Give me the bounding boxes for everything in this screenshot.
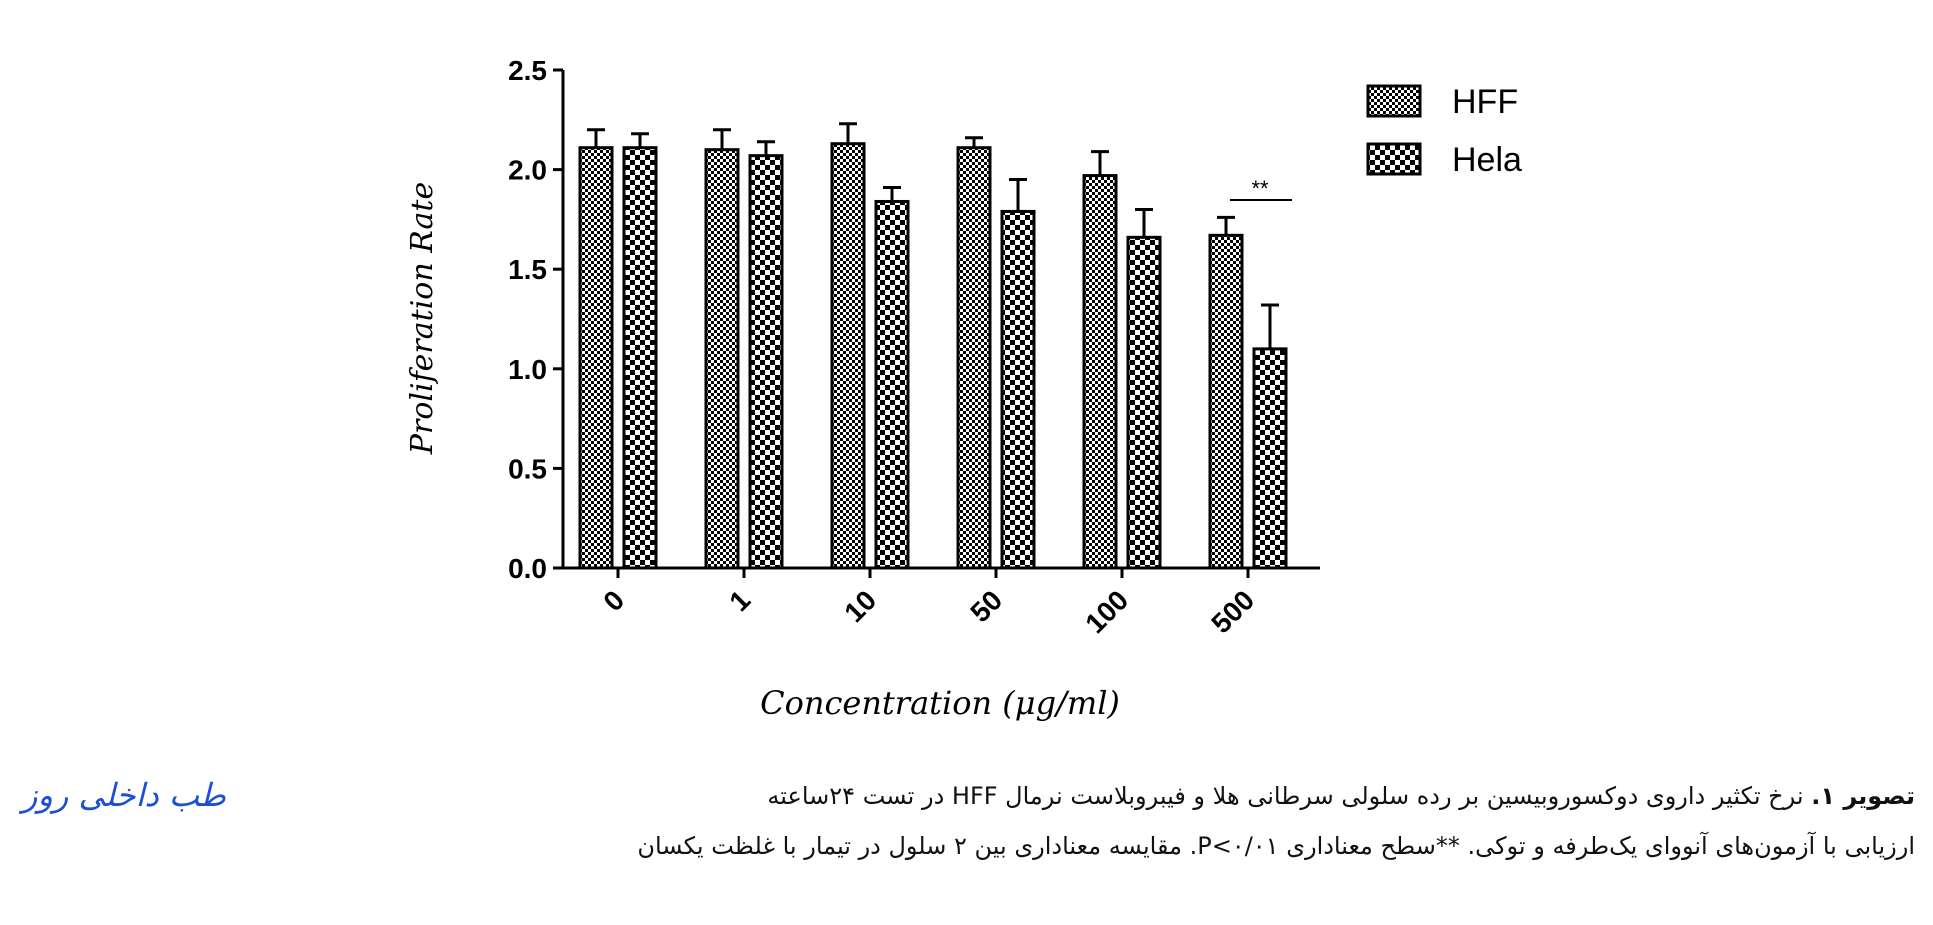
y-tick-label: 1.0	[508, 354, 547, 385]
chart-area: 0.0 0.5 1.0 1.5 2.0 2.5 Proliferation Rate 0 1 10…	[405, 55, 1522, 722]
y-tick-label: 2.5	[508, 55, 547, 86]
bar-hela-100	[1126, 235, 1162, 570]
y-axis-title: Proliferation Rate	[405, 182, 440, 455]
bar-hff-10	[830, 142, 866, 570]
bar-hela-1	[748, 154, 784, 570]
legend-swatch-hff	[1366, 84, 1422, 118]
x-tick-label: 100	[1079, 584, 1134, 639]
bar-hff-100	[1082, 174, 1118, 570]
x-tick-label: 10	[838, 584, 882, 628]
legend-label-hela: Hela	[1452, 141, 1522, 179]
x-tick-label: 0	[597, 584, 630, 617]
y-tick-label: 1.5	[508, 254, 547, 285]
significance-label: **	[1251, 176, 1269, 201]
bar-chart: 0.0 0.5 1.0 1.5 2.0 2.5 Proliferation Rate 0 1 10…	[405, 55, 1522, 722]
bar-hela-10	[874, 199, 910, 570]
legend-label-hff: HFF	[1452, 83, 1518, 121]
x-axis-title: Concentration (μg/ml)	[760, 684, 1120, 722]
figure-caption-line-1: تصویر ۱. نرخ تکثیر داروی دوکسوروبیسین بر…	[380, 776, 1915, 816]
y-tick-label: 2.0	[508, 155, 547, 186]
caption-text-1: نرخ تکثیر داروی دوکسوروبیسین بر رده سلول…	[767, 782, 1812, 810]
journal-logo: طب داخلی روز	[22, 776, 226, 814]
bar-hff-0	[578, 146, 614, 570]
bar-hff-1	[704, 148, 740, 570]
y-tick-label: 0.0	[508, 553, 547, 584]
bar-hff-50	[956, 146, 992, 570]
bar-hff-500	[1208, 233, 1244, 570]
x-tick-label: 1	[723, 584, 756, 617]
y-tick-label: 0.5	[508, 453, 547, 484]
bar-hela-0	[622, 146, 658, 570]
x-tick-label: 500	[1205, 584, 1260, 639]
bar-hela-50	[1000, 209, 1036, 570]
figure-caption-line-2: ارزیابی با آزمون‌های آنووای یک‌طرفه و تو…	[637, 832, 1915, 860]
caption-label: تصویر ۱.	[1811, 782, 1915, 810]
bar-hela-500	[1252, 347, 1288, 570]
x-tick-label: 50	[964, 584, 1008, 628]
legend-swatch-hela	[1366, 142, 1422, 176]
